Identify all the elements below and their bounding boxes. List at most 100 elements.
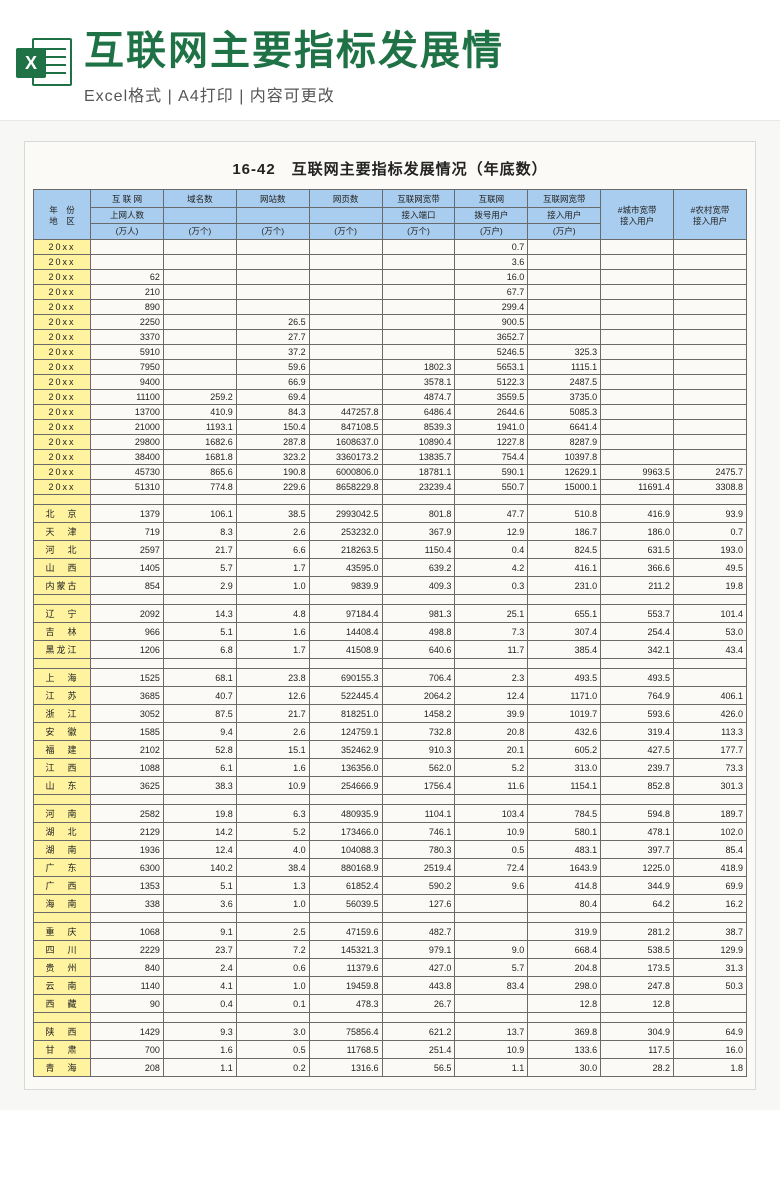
region-cell: 20xx — [34, 315, 91, 330]
value-cell: 3052 — [91, 705, 164, 723]
value-cell — [674, 345, 747, 360]
region-cell: 江 苏 — [34, 687, 91, 705]
value-cell: 732.8 — [382, 723, 455, 741]
value-cell: 847108.5 — [309, 420, 382, 435]
value-cell — [236, 285, 309, 300]
value-cell: 298.0 — [528, 977, 601, 995]
value-cell: 427.0 — [382, 959, 455, 977]
value-cell — [382, 240, 455, 255]
region-cell: 河 南 — [34, 805, 91, 823]
value-cell: 410.9 — [163, 405, 236, 420]
value-cell: 253232.0 — [309, 523, 382, 541]
value-cell: 3578.1 — [382, 375, 455, 390]
value-cell: 93.9 — [674, 505, 747, 523]
value-cell — [528, 330, 601, 345]
region-cell: 20xx — [34, 345, 91, 360]
value-cell — [601, 450, 674, 465]
value-cell: 640.6 — [382, 641, 455, 659]
table-row: 河 北259721.76.6218263.51150.40.4824.5631.… — [34, 541, 747, 559]
region-cell: 安 徽 — [34, 723, 91, 741]
table-row: 广 东6300140.238.4880168.92519.472.41643.9… — [34, 859, 747, 877]
value-cell: 1316.6 — [309, 1059, 382, 1077]
value-cell: 50.3 — [674, 977, 747, 995]
value-cell: 16.0 — [674, 1041, 747, 1059]
value-cell: 287.8 — [236, 435, 309, 450]
value-cell: 8.3 — [163, 523, 236, 541]
value-cell: 5653.1 — [455, 360, 528, 375]
value-cell: 900.5 — [455, 315, 528, 330]
value-cell: 6486.4 — [382, 405, 455, 420]
value-cell: 2.9 — [163, 577, 236, 595]
value-cell: 73.3 — [674, 759, 747, 777]
value-cell: 385.4 — [528, 641, 601, 659]
value-cell: 69.9 — [674, 877, 747, 895]
value-cell — [601, 285, 674, 300]
value-cell: 218263.5 — [309, 541, 382, 559]
value-cell: 3685 — [91, 687, 164, 705]
value-cell: 254666.9 — [309, 777, 382, 795]
value-cell: 31.3 — [674, 959, 747, 977]
region-cell: 20xx — [34, 405, 91, 420]
value-cell: 1681.8 — [163, 450, 236, 465]
region-cell: 福 建 — [34, 741, 91, 759]
table-row: 重 庆10689.12.547159.6482.7319.9281.238.7 — [34, 923, 747, 941]
value-cell: 56.5 — [382, 1059, 455, 1077]
value-cell: 668.4 — [528, 941, 601, 959]
value-cell: 2475.7 — [674, 465, 747, 480]
value-cell: 66.9 — [236, 375, 309, 390]
value-cell: 129.9 — [674, 941, 747, 959]
value-cell: 764.9 — [601, 687, 674, 705]
value-cell: 1643.9 — [528, 859, 601, 877]
value-cell: 852.8 — [601, 777, 674, 795]
value-cell: 10.9 — [455, 823, 528, 841]
value-cell: 124759.1 — [309, 723, 382, 741]
table-row: 20xx11100259.269.44874.73559.53735.0 — [34, 390, 747, 405]
document-title: 16-42 互联网主要指标发展情况（年底数） — [33, 158, 747, 179]
value-cell: 38.5 — [236, 505, 309, 523]
value-cell: 9.6 — [455, 877, 528, 895]
value-cell — [163, 300, 236, 315]
table-row: 20xx13700410.984.3447257.86486.42644.650… — [34, 405, 747, 420]
value-cell: 11379.6 — [309, 959, 382, 977]
value-cell: 72.4 — [455, 859, 528, 877]
value-cell: 910.3 — [382, 741, 455, 759]
value-cell — [674, 390, 747, 405]
value-cell: 3360173.2 — [309, 450, 382, 465]
value-cell — [528, 270, 601, 285]
value-cell: 1193.1 — [163, 420, 236, 435]
value-cell: 39.9 — [455, 705, 528, 723]
value-cell — [236, 270, 309, 285]
value-cell: 427.5 — [601, 741, 674, 759]
table-row: 20xx337027.73652.7 — [34, 330, 747, 345]
value-cell: 12.6 — [236, 687, 309, 705]
value-cell: 307.4 — [528, 623, 601, 641]
region-cell: 青 海 — [34, 1059, 91, 1077]
value-cell: 127.6 — [382, 895, 455, 913]
value-cell: 2250 — [91, 315, 164, 330]
value-cell: 173466.0 — [309, 823, 382, 841]
value-cell: 1608637.0 — [309, 435, 382, 450]
value-cell: 981.3 — [382, 605, 455, 623]
col-c1: 互 联 网 — [91, 190, 164, 208]
value-cell — [601, 330, 674, 345]
value-cell: 9400 — [91, 375, 164, 390]
value-cell: 97184.4 — [309, 605, 382, 623]
value-cell: 38.7 — [674, 923, 747, 941]
table-row: 20xx3.6 — [34, 255, 747, 270]
region-cell: 吉 林 — [34, 623, 91, 641]
table-row: 青 海2081.10.21316.656.51.130.028.21.8 — [34, 1059, 747, 1077]
value-cell: 64.9 — [674, 1023, 747, 1041]
spacer-row — [34, 795, 747, 805]
value-cell: 754.4 — [455, 450, 528, 465]
value-cell: 478.3 — [309, 995, 382, 1013]
table-header: 年 份地 区 互 联 网 域名数 网站数 网页数 互联网宽带 互联网 互联网宽带… — [34, 190, 747, 240]
table-row: 20xx890299.4 — [34, 300, 747, 315]
value-cell: 10397.8 — [528, 450, 601, 465]
value-cell: 13835.7 — [382, 450, 455, 465]
value-cell: 397.7 — [601, 841, 674, 859]
value-cell: 12.4 — [455, 687, 528, 705]
value-cell: 1206 — [91, 641, 164, 659]
col-c9: #农村宽带接入用户 — [674, 190, 747, 240]
value-cell: 21.7 — [163, 541, 236, 559]
value-cell: 25.1 — [455, 605, 528, 623]
